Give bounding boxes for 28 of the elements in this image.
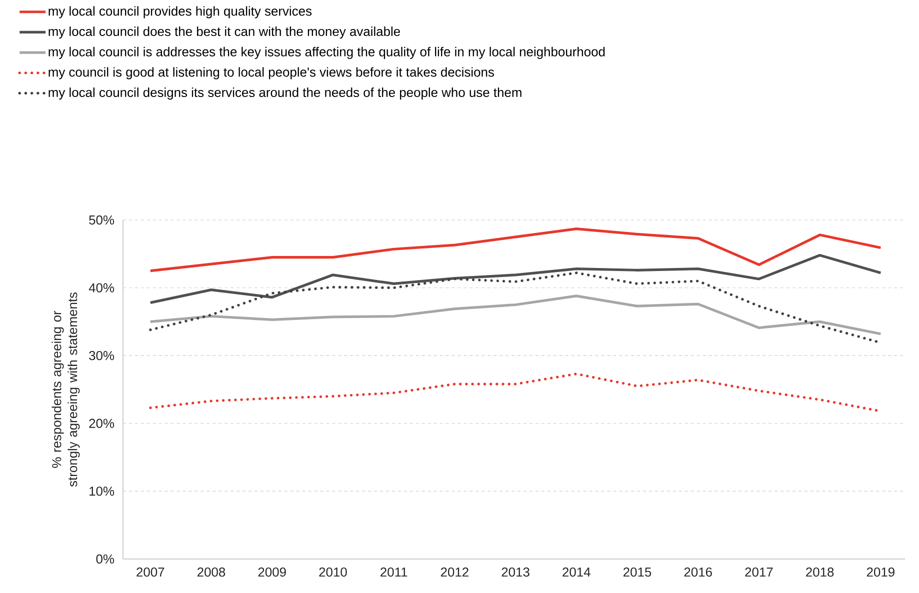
y-tick-label: 20%: [89, 418, 114, 428]
y-axis-title: % respondents agreeing or strongly agreeing with statements: [52, 292, 80, 487]
x-tick-label: 2017: [745, 567, 773, 577]
x-tick-label: 2011: [380, 567, 408, 577]
x-tick-label: 2016: [684, 567, 712, 577]
legend-label: my council is good at listening to local people's views before it takes decisions: [48, 67, 494, 80]
legend-label: my local council designs its services around the needs of the people who use them: [48, 88, 522, 100]
legend-label: my local council is addresses the key issues affecting the quality of life in my local neighbourhood: [48, 46, 605, 59]
y-tick-label: 10%: [90, 486, 114, 496]
y-tick-label: 0%: [96, 554, 114, 564]
x-tick-label: 2018: [806, 567, 834, 577]
x-tick-label: 2014: [562, 567, 590, 577]
x-tick-label: 2012: [440, 567, 468, 577]
y-tick-label: 40%: [88, 283, 114, 292]
x-tick-label: 2013: [502, 567, 530, 577]
line-series: [149, 228, 882, 272]
x-tick-label: 2007: [136, 567, 164, 577]
y-tick-label: 50%: [89, 215, 114, 225]
line-series: [149, 254, 882, 304]
x-tick-label: 2009: [258, 567, 286, 577]
y-tick-label: 30%: [89, 350, 114, 360]
legend-label: my local council does the best it can with the money available: [48, 26, 400, 39]
line-series: [149, 294, 882, 336]
x-tick-label: 2019: [866, 567, 894, 577]
legend-label: my local council provides high quality services: [48, 6, 312, 18]
x-tick-label: 2010: [319, 567, 347, 577]
x-tick-label: 2015: [623, 567, 652, 577]
x-tick-label: 2008: [198, 567, 226, 577]
